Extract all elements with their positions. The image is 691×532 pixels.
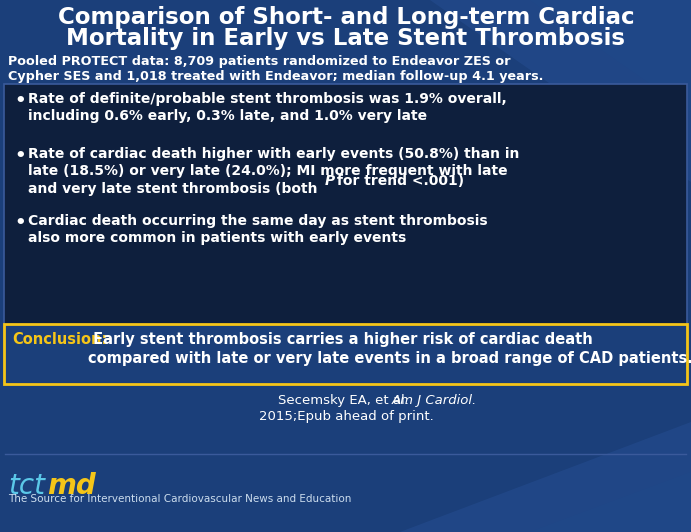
Text: Cypher SES and 1,018 treated with Endeavor; median follow-up 4.1 years.: Cypher SES and 1,018 treated with Endeav… (8, 70, 543, 83)
FancyBboxPatch shape (4, 324, 687, 384)
Text: for trend <.001): for trend <.001) (332, 174, 464, 188)
Polygon shape (530, 0, 691, 112)
Text: •: • (14, 214, 26, 232)
Text: Pooled PROTECT data: 8,709 patients randomized to Endeavor ZES or: Pooled PROTECT data: 8,709 patients rand… (8, 55, 511, 68)
Polygon shape (400, 422, 691, 532)
Text: Rate of definite/probable stent thrombosis was 1.9% overall,
including 0.6% earl: Rate of definite/probable stent thrombos… (28, 92, 507, 123)
Text: Secemsky EA, et al.: Secemsky EA, et al. (278, 394, 413, 407)
Text: •: • (14, 92, 26, 110)
Polygon shape (430, 0, 691, 182)
Polygon shape (530, 472, 691, 532)
Text: •: • (14, 147, 26, 165)
Text: tct: tct (8, 472, 45, 500)
Text: Conclusion:: Conclusion: (12, 332, 107, 347)
Text: Early stent thrombosis carries a higher risk of cardiac death
compared with late: Early stent thrombosis carries a higher … (88, 332, 691, 365)
Text: Rate of cardiac death higher with early events (50.8%) than in
late (18.5%) or v: Rate of cardiac death higher with early … (28, 147, 520, 196)
Text: md: md (47, 472, 96, 500)
Text: Cardiac death occurring the same day as stent thrombosis
also more common in pat: Cardiac death occurring the same day as … (28, 214, 488, 245)
Text: 2015;Epub ahead of print.: 2015;Epub ahead of print. (258, 410, 433, 423)
Text: Comparison of Short- and Long-term Cardiac: Comparison of Short- and Long-term Cardi… (57, 6, 634, 29)
FancyBboxPatch shape (4, 84, 687, 339)
Text: Mortality in Early vs Late Stent Thrombosis: Mortality in Early vs Late Stent Thrombo… (66, 27, 625, 50)
Text: The Source for Interventional Cardiovascular News and Education: The Source for Interventional Cardiovasc… (8, 494, 352, 504)
Text: P: P (325, 174, 335, 188)
Text: Am J Cardiol.: Am J Cardiol. (392, 394, 477, 407)
